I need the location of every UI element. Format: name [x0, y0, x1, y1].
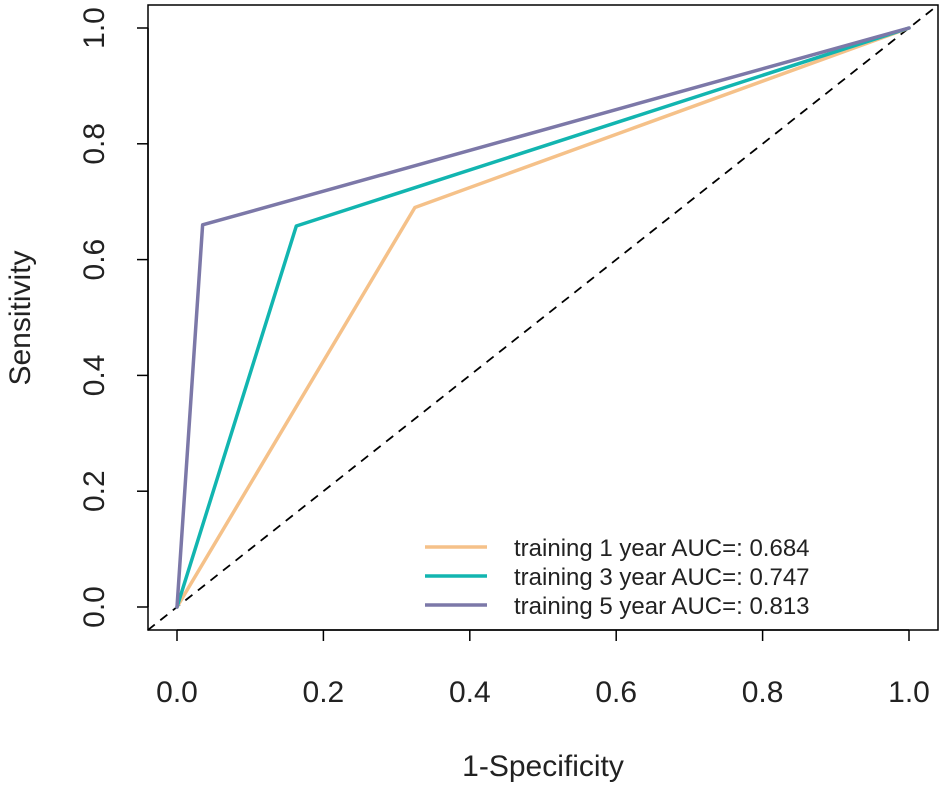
y-axis: 0.0 0.2 0.4 0.6 0.8 1.0 — [78, 7, 149, 628]
reference-diagonal-line — [147, 4, 939, 631]
roc-series-line-1 — [175, 26, 911, 609]
y-tick-label: 0.8 — [78, 123, 111, 165]
x-tick-label: 0.8 — [742, 676, 784, 709]
y-axis-title: Sensitivity — [4, 250, 37, 385]
plot-lines — [147, 4, 939, 631]
roc-series-line-3 — [175, 26, 911, 609]
y-tick-label: 0.2 — [78, 470, 111, 512]
x-axis: 0.0 0.2 0.4 0.6 0.8 1.0 — [156, 629, 930, 709]
x-tick-label: 0.0 — [156, 676, 198, 709]
x-tick-label: 0.6 — [595, 676, 637, 709]
x-axis-title: 1-Specificity — [462, 750, 624, 783]
y-tick-label: 0.4 — [78, 355, 111, 397]
x-tick-label: 0.4 — [449, 676, 491, 709]
legend-label-1: training 1 year AUC=: 0.684 — [514, 535, 810, 562]
roc-series-line-2 — [175, 26, 911, 609]
y-tick-label: 0.6 — [78, 239, 111, 281]
y-tick-label: 1.0 — [78, 7, 111, 49]
x-tick-label: 1.0 — [888, 676, 930, 709]
x-tick-label: 0.2 — [303, 676, 345, 709]
legend-label-3: training 5 year AUC=: 0.813 — [514, 593, 810, 620]
legend-label-2: training 3 year AUC=: 0.747 — [514, 564, 810, 591]
y-tick-label: 0.0 — [78, 586, 111, 628]
